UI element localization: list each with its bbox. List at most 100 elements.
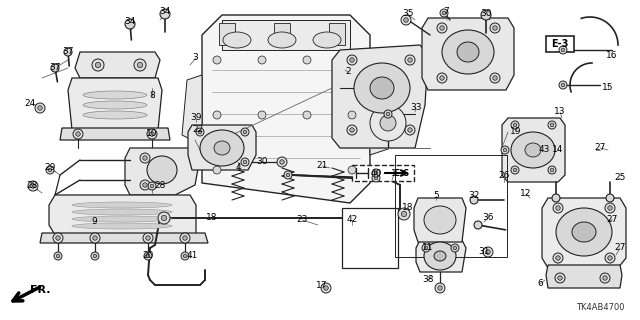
Circle shape bbox=[404, 18, 408, 22]
Circle shape bbox=[493, 26, 497, 30]
Text: 30: 30 bbox=[480, 10, 492, 19]
Circle shape bbox=[258, 56, 266, 64]
Circle shape bbox=[143, 183, 147, 187]
Text: 6: 6 bbox=[537, 279, 543, 289]
Text: TK4AB4700: TK4AB4700 bbox=[577, 303, 625, 312]
Circle shape bbox=[481, 10, 491, 20]
Circle shape bbox=[349, 58, 355, 62]
Ellipse shape bbox=[83, 91, 147, 99]
Text: 19: 19 bbox=[510, 127, 522, 137]
Circle shape bbox=[550, 123, 554, 127]
Circle shape bbox=[422, 244, 430, 252]
Circle shape bbox=[386, 112, 390, 116]
Circle shape bbox=[183, 236, 188, 240]
Circle shape bbox=[93, 254, 97, 258]
Circle shape bbox=[56, 254, 60, 258]
Circle shape bbox=[408, 128, 412, 132]
Circle shape bbox=[608, 206, 612, 210]
Circle shape bbox=[440, 26, 444, 30]
Circle shape bbox=[158, 212, 170, 224]
Text: 4: 4 bbox=[235, 164, 241, 172]
Ellipse shape bbox=[442, 30, 494, 74]
Circle shape bbox=[303, 56, 311, 64]
Text: 34: 34 bbox=[124, 18, 136, 27]
Circle shape bbox=[146, 254, 150, 258]
Circle shape bbox=[605, 253, 615, 263]
Circle shape bbox=[53, 233, 63, 243]
Ellipse shape bbox=[525, 143, 541, 157]
Circle shape bbox=[241, 158, 249, 166]
Circle shape bbox=[46, 166, 54, 174]
Circle shape bbox=[424, 246, 428, 250]
Text: 21: 21 bbox=[316, 162, 328, 171]
Circle shape bbox=[440, 9, 448, 17]
Circle shape bbox=[438, 286, 442, 290]
Text: 36: 36 bbox=[483, 213, 493, 222]
Text: 8: 8 bbox=[149, 92, 155, 100]
Circle shape bbox=[48, 168, 52, 172]
Text: E-6: E-6 bbox=[394, 169, 410, 178]
Circle shape bbox=[600, 273, 610, 283]
Circle shape bbox=[405, 125, 415, 135]
Polygon shape bbox=[502, 118, 565, 182]
Polygon shape bbox=[188, 125, 256, 170]
Circle shape bbox=[95, 62, 100, 68]
Circle shape bbox=[213, 166, 221, 174]
Circle shape bbox=[180, 233, 190, 243]
Circle shape bbox=[241, 128, 249, 136]
Circle shape bbox=[405, 55, 415, 65]
Text: 10: 10 bbox=[147, 130, 157, 139]
Bar bbox=[342, 208, 398, 268]
Ellipse shape bbox=[72, 209, 172, 215]
Circle shape bbox=[161, 215, 166, 221]
Ellipse shape bbox=[511, 132, 555, 168]
Circle shape bbox=[548, 121, 556, 129]
Circle shape bbox=[138, 62, 143, 68]
Circle shape bbox=[348, 166, 356, 174]
Circle shape bbox=[555, 273, 565, 283]
Text: 40: 40 bbox=[371, 170, 381, 179]
Circle shape bbox=[503, 148, 507, 152]
Circle shape bbox=[38, 106, 42, 110]
Circle shape bbox=[437, 23, 447, 33]
Circle shape bbox=[146, 236, 150, 240]
Text: 37: 37 bbox=[62, 47, 74, 57]
Text: 24: 24 bbox=[24, 100, 36, 108]
Text: 41: 41 bbox=[186, 252, 198, 260]
Text: 3: 3 bbox=[192, 53, 198, 62]
Circle shape bbox=[140, 180, 150, 190]
Circle shape bbox=[608, 256, 612, 260]
Bar bbox=[222, 20, 350, 50]
Text: 28: 28 bbox=[154, 181, 166, 190]
Circle shape bbox=[143, 156, 147, 160]
Polygon shape bbox=[68, 78, 162, 130]
Circle shape bbox=[401, 211, 406, 217]
Circle shape bbox=[490, 73, 500, 83]
Text: 37: 37 bbox=[49, 63, 61, 73]
Circle shape bbox=[125, 19, 135, 29]
Text: 5: 5 bbox=[433, 191, 439, 201]
Text: 17: 17 bbox=[316, 282, 328, 291]
Circle shape bbox=[490, 23, 500, 33]
Ellipse shape bbox=[223, 32, 251, 48]
Ellipse shape bbox=[147, 156, 177, 184]
Circle shape bbox=[408, 58, 412, 62]
Polygon shape bbox=[182, 75, 202, 145]
Circle shape bbox=[303, 111, 311, 119]
Circle shape bbox=[603, 276, 607, 280]
Ellipse shape bbox=[72, 223, 172, 229]
Circle shape bbox=[561, 83, 564, 87]
Polygon shape bbox=[75, 52, 160, 78]
Ellipse shape bbox=[424, 206, 456, 234]
Text: 1: 1 bbox=[391, 170, 397, 179]
Circle shape bbox=[437, 73, 447, 83]
Text: 22: 22 bbox=[193, 125, 204, 134]
Text: 27: 27 bbox=[606, 215, 618, 225]
Text: E-3: E-3 bbox=[551, 39, 569, 49]
Ellipse shape bbox=[200, 130, 244, 166]
Text: 18: 18 bbox=[206, 213, 218, 222]
Circle shape bbox=[143, 233, 153, 243]
Circle shape bbox=[181, 252, 189, 260]
Text: 32: 32 bbox=[468, 191, 480, 201]
Circle shape bbox=[384, 110, 392, 118]
